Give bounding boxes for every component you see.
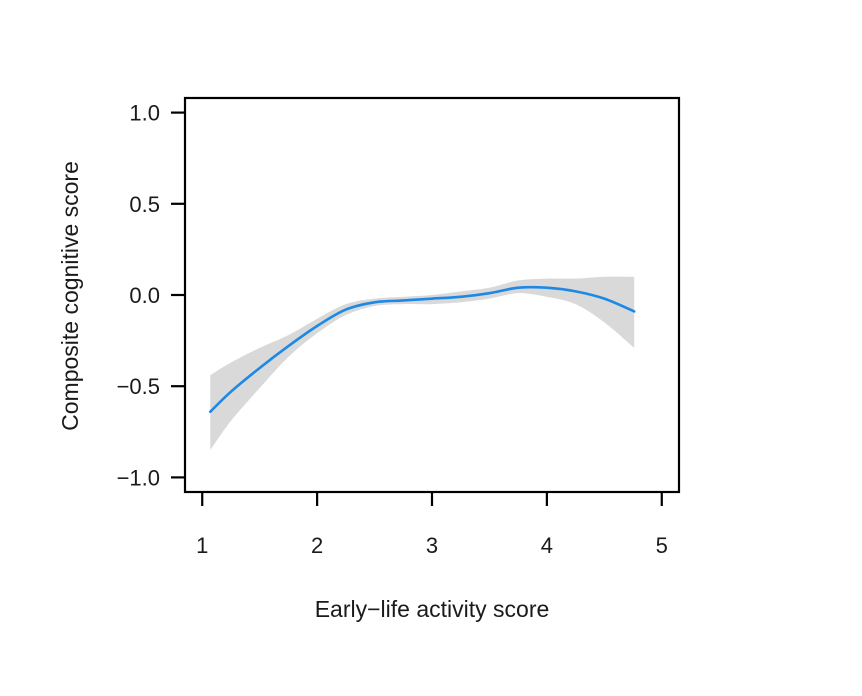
- x-axis-title: Early−life activity score: [315, 596, 550, 622]
- series-line: [208, 285, 636, 414]
- series-line-layer: [208, 285, 636, 414]
- y-axis-title: Composite cognitive score: [57, 161, 83, 431]
- y-tick-label: 0.0: [129, 283, 160, 308]
- x-tick-label: 2: [311, 533, 323, 558]
- x-tick-label: 3: [426, 533, 438, 558]
- y-tick-label: 0.5: [129, 192, 160, 217]
- x-tick-label: 4: [541, 533, 553, 558]
- y-tick-label: −1.0: [117, 465, 160, 490]
- x-tick-label: 5: [656, 533, 668, 558]
- y-tick-label: −0.5: [117, 374, 160, 399]
- confidence-band: [210, 276, 635, 451]
- y-axis: −1.0 −0.5 0.0 0.5 1.0: [117, 101, 185, 490]
- confidence-band-layer: [210, 276, 635, 451]
- x-tick-label: 1: [196, 533, 208, 558]
- x-axis: 1 2 3 4 5: [196, 492, 668, 558]
- y-tick-label: 1.0: [129, 101, 160, 126]
